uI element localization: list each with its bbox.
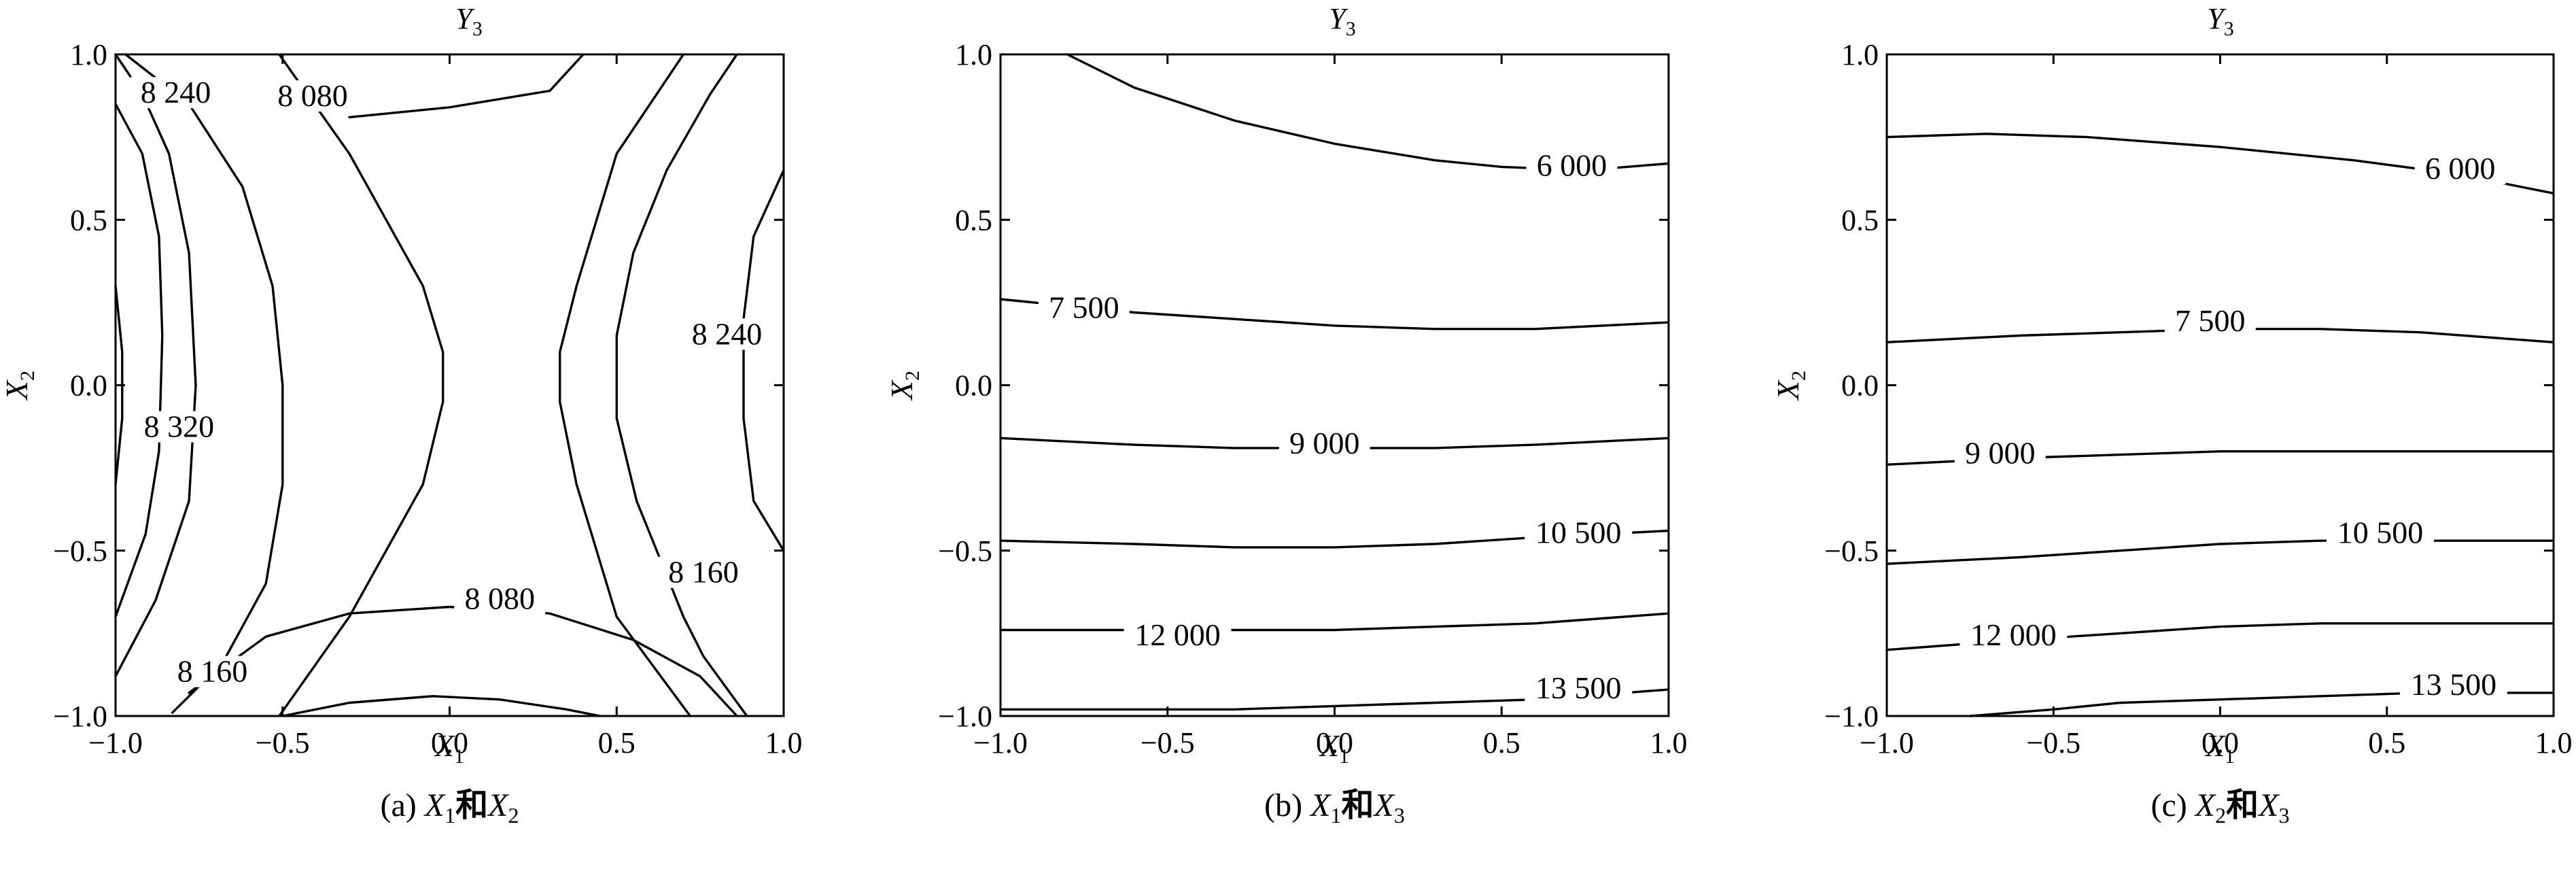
contour-label: 8 240 <box>692 316 763 351</box>
contour-label: 12 000 <box>1970 617 2057 652</box>
y-tick-label: −1.0 <box>53 700 107 733</box>
contour-line-8000 <box>278 53 445 717</box>
contour-line-8080 <box>188 605 738 717</box>
contour-line-8080 <box>348 53 585 119</box>
contour-label: 6 000 <box>1537 148 1607 182</box>
x-tick-label: −1.0 <box>973 726 1028 760</box>
contour-label: 9 000 <box>1289 426 1360 460</box>
contour-label: 13 500 <box>1535 670 1622 705</box>
y-axis-label: X2 <box>0 371 39 401</box>
y-tick-label: 1.0 <box>1841 38 1879 71</box>
contour-label: 12 000 <box>1134 617 1221 652</box>
contour-panel-2: −1.0−1.0 −0.5 −0.5 0.0 0.0 0.5 0.5 1.0 1.0 Y3 X1 X2… <box>884 2 1688 828</box>
x-tick-label: 0.0 <box>431 726 468 760</box>
contour-label: 7 500 <box>1049 290 1119 324</box>
contour-line-8080 <box>281 695 602 717</box>
y-tick-label: 0.0 <box>1841 369 1879 403</box>
contour-label-backing <box>1960 619 2068 651</box>
panel-caption: (a) X1和X2 <box>381 786 519 828</box>
y-tick-label: −0.5 <box>53 534 107 568</box>
panel-caption: (c) X2和X3 <box>2151 786 2290 828</box>
x-tick-label: −1.0 <box>1860 726 1914 760</box>
contour-line-8320 <box>114 284 124 486</box>
y-axis-label: X2 <box>1771 371 1810 401</box>
x-axis-label: X1 <box>2204 728 2235 768</box>
contour-label: 9 000 <box>1965 436 2036 471</box>
contour-label: 8 160 <box>668 555 739 590</box>
contour-line-8000 <box>559 53 692 717</box>
x-tick-label: 1.0 <box>1650 726 1688 760</box>
y-tick-label: 0.5 <box>955 203 992 237</box>
x-tick-label: 0.0 <box>1316 726 1353 760</box>
contour-panel-1: −1.0−1.0 −0.5 −0.5 0.0 0.0 0.5 0.5 1.0 1.0 Y3 X1 X2… <box>0 2 803 828</box>
contour-label: 8 160 <box>177 654 248 689</box>
x-tick-label: 0.5 <box>1483 726 1520 760</box>
contour-label: 10 500 <box>1535 515 1622 549</box>
x-tick-label: −0.5 <box>256 726 310 760</box>
contour-label: 8 320 <box>144 409 215 444</box>
x-tick-label: −0.5 <box>1141 726 1195 760</box>
contour-label-backing <box>658 556 750 588</box>
x-axis-label: X1 <box>434 728 464 768</box>
contour-line-8240 <box>114 103 164 618</box>
contour-line-12000 <box>999 612 1670 632</box>
contour-line-8160 <box>124 53 284 714</box>
plot-title: Y3 <box>2207 2 2233 40</box>
contour-label-backing <box>681 318 773 350</box>
y-tick-label: −0.5 <box>938 534 992 568</box>
plot-title: Y3 <box>1329 2 1355 40</box>
y-axis-label: X2 <box>884 371 924 401</box>
contour-label-backing <box>1526 150 1618 182</box>
contour-label: 8 080 <box>464 581 535 616</box>
x-tick-label: −0.5 <box>2026 726 2081 760</box>
contour-label-backing <box>167 655 258 687</box>
contour-line-10500 <box>1885 539 2555 565</box>
contour-line-8240 <box>742 169 785 552</box>
y-tick-label: −1.0 <box>938 700 992 733</box>
contour-label-backing <box>1124 619 1232 651</box>
contour-label-backing <box>133 411 225 443</box>
panel-caption: (b) X1和X3 <box>1264 786 1405 828</box>
y-tick-label: 1.0 <box>955 38 992 71</box>
contour-label-backing <box>130 77 222 109</box>
x-tick-label: 1.0 <box>2535 726 2573 760</box>
contour-label: 10 500 <box>2337 515 2424 549</box>
contour-line-7500 <box>999 298 1670 330</box>
contour-label-backing <box>266 80 358 112</box>
contour-line-8160 <box>615 53 748 717</box>
y-tick-label: −0.5 <box>1824 534 1879 568</box>
x-tick-label: 1.0 <box>765 726 803 760</box>
y-tick-label: 0.5 <box>70 203 107 237</box>
y-tick-label: 0.0 <box>70 369 107 403</box>
contour-panel-3: −1.0−1.0 −0.5 −0.5 0.0 0.0 0.5 0.5 1.0 1.0 Y3 X1 X2… <box>1771 2 2573 828</box>
y-tick-label: −1.0 <box>1824 700 1879 733</box>
contour-label: 7 500 <box>2175 303 2246 338</box>
contour-label-backing <box>1525 517 1633 549</box>
x-tick-label: −1.0 <box>88 726 143 760</box>
contour-label-backing <box>2414 153 2506 185</box>
x-tick-label: 0.0 <box>2201 726 2239 760</box>
x-axis-label: X1 <box>1319 728 1349 768</box>
plot-title: Y3 <box>455 2 482 40</box>
x-tick-label: 0.5 <box>2368 726 2405 760</box>
contour-label: 13 500 <box>2411 667 2497 702</box>
contour-label-backing <box>1278 427 1370 459</box>
x-tick-label: 0.5 <box>598 726 636 760</box>
contour-label-backing <box>1954 437 2046 469</box>
contour-label-backing <box>2164 305 2256 337</box>
y-tick-label: 0.0 <box>955 369 992 403</box>
contour-label: 8 080 <box>277 78 348 113</box>
y-tick-label: 1.0 <box>70 38 107 71</box>
contour-label: 6 000 <box>2425 151 2496 186</box>
y-tick-label: 0.5 <box>1841 203 1879 237</box>
contour-label-backing <box>2399 669 2507 701</box>
contour-label-backing <box>1038 292 1130 324</box>
contour-label-backing <box>2326 517 2434 549</box>
contour-label: 8 240 <box>141 75 211 109</box>
contour-label-backing <box>1525 672 1633 704</box>
contour-label-backing <box>454 583 546 615</box>
